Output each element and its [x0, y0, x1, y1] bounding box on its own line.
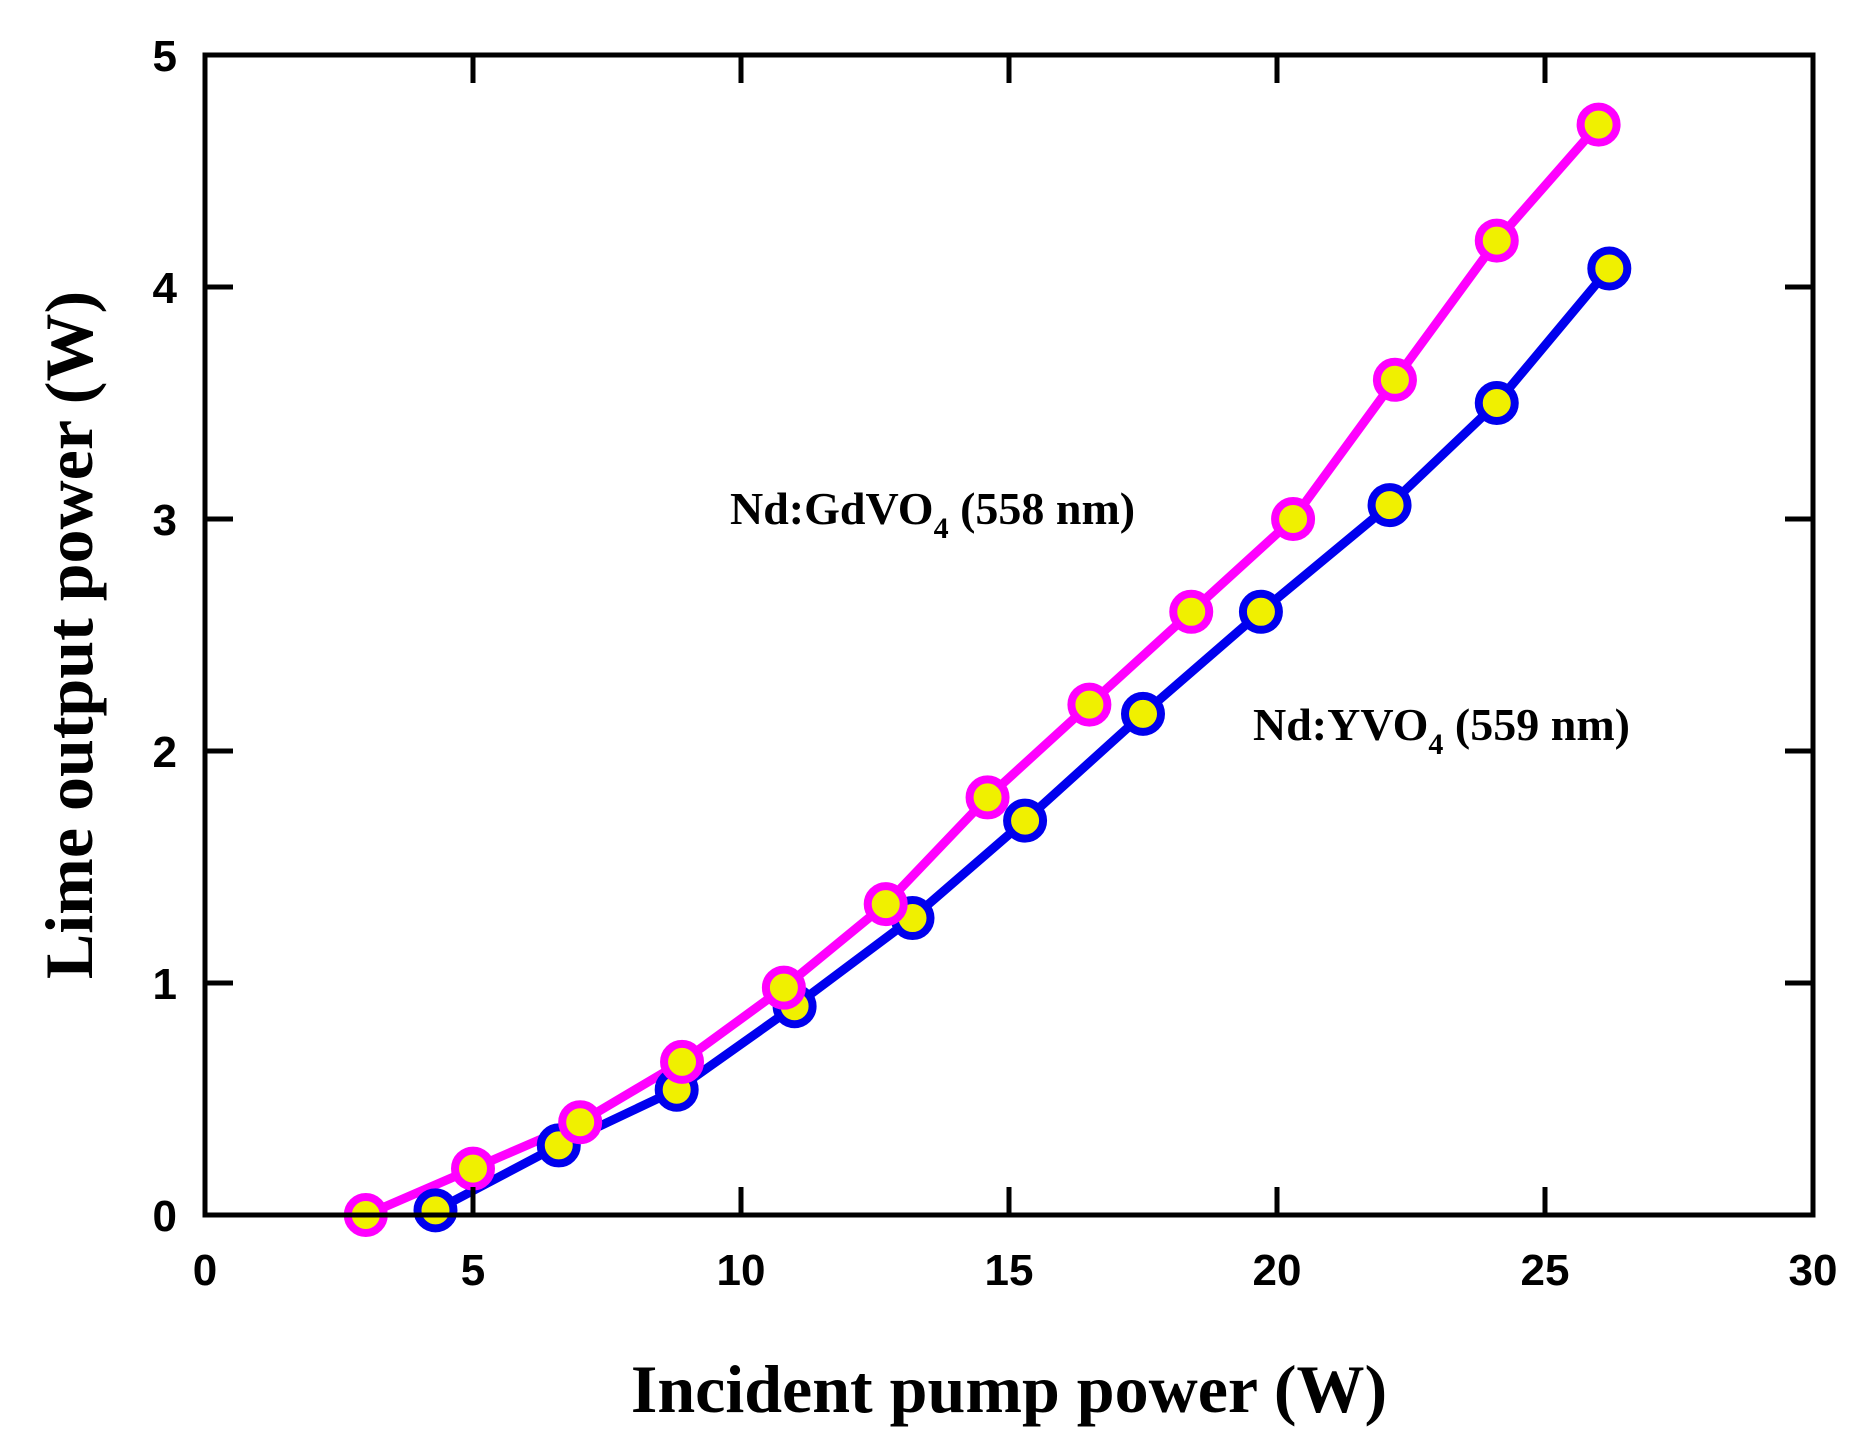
- y-tick-label-5: 5: [153, 32, 177, 81]
- series-label-yvo4-subscript: 4: [1428, 728, 1443, 761]
- x-tick-label-15: 15: [985, 1246, 1034, 1295]
- y-tick-label-0: 0: [153, 1192, 177, 1241]
- x-tick-label-5: 5: [461, 1246, 485, 1295]
- data-point-gdvo4-1: [451, 1146, 495, 1191]
- series-label-gdvo4-main: Nd:GdVO: [730, 483, 934, 534]
- data-point-gdvo4-9: [1271, 497, 1316, 541]
- x-tick-label-0: 0: [193, 1246, 217, 1295]
- y-tick-label-4: 4: [153, 264, 178, 313]
- x-tick-label-10: 10: [717, 1246, 766, 1295]
- data-point-yvo4-8: [1367, 483, 1412, 528]
- series-label-gdvo4-subscript: 4: [934, 512, 949, 545]
- series-label-gdvo4-tail: (558 nm): [949, 483, 1136, 534]
- y-tick-label-2: 2: [153, 728, 177, 777]
- series-label-yvo4-tail: (559 nm): [1443, 699, 1630, 750]
- series-label-gdvo4: Nd:GdVO4 (558 nm): [730, 483, 1135, 545]
- y-tick-label-3: 3: [153, 496, 177, 545]
- data-point-gdvo4-7: [1067, 682, 1112, 727]
- data-point-gdvo4-10: [1372, 357, 1417, 402]
- data-point-yvo4-6: [1121, 691, 1165, 736]
- y-tick-label-1: 1: [153, 960, 177, 1009]
- data-point-gdvo4-4: [761, 965, 806, 1010]
- data-point-gdvo4-11: [1474, 218, 1519, 263]
- data-point-yvo4-10: [1587, 246, 1632, 291]
- series-label-yvo4-main: Nd:YVO: [1253, 699, 1428, 750]
- series-label-yvo4: Nd:YVO4 (559 nm): [1253, 699, 1630, 761]
- data-point-gdvo4-12: [1576, 102, 1621, 147]
- data-point-gdvo4-3: [660, 1039, 705, 1084]
- data-point-gdvo4-2: [558, 1100, 603, 1145]
- x-tick-label-30: 30: [1789, 1246, 1838, 1295]
- x-tick-label-20: 20: [1253, 1246, 1302, 1295]
- y-axis-title: Lime output power (W): [31, 291, 107, 979]
- x-tick-label-25: 25: [1521, 1246, 1570, 1295]
- plot-frame: [202, 52, 1816, 1218]
- series-layer: [343, 102, 1632, 1237]
- data-point-gdvo4-5: [863, 882, 908, 927]
- data-point-yvo4-9: [1474, 381, 1519, 425]
- tick-layer: 0 5 10 15 20 25 30 0 1 2 3 4 5: [153, 32, 1838, 1295]
- series-line-gdvo4: [361, 120, 1604, 1220]
- data-point-gdvo4-8: [1169, 589, 1214, 634]
- data-point-yvo4-5: [1003, 798, 1048, 843]
- data-point-yvo4-0: [413, 1188, 458, 1233]
- data-point-gdvo4-6: [965, 775, 1010, 820]
- data-point-yvo4-7: [1238, 589, 1283, 634]
- x-axis-title: Incident pump power (W): [631, 1351, 1387, 1427]
